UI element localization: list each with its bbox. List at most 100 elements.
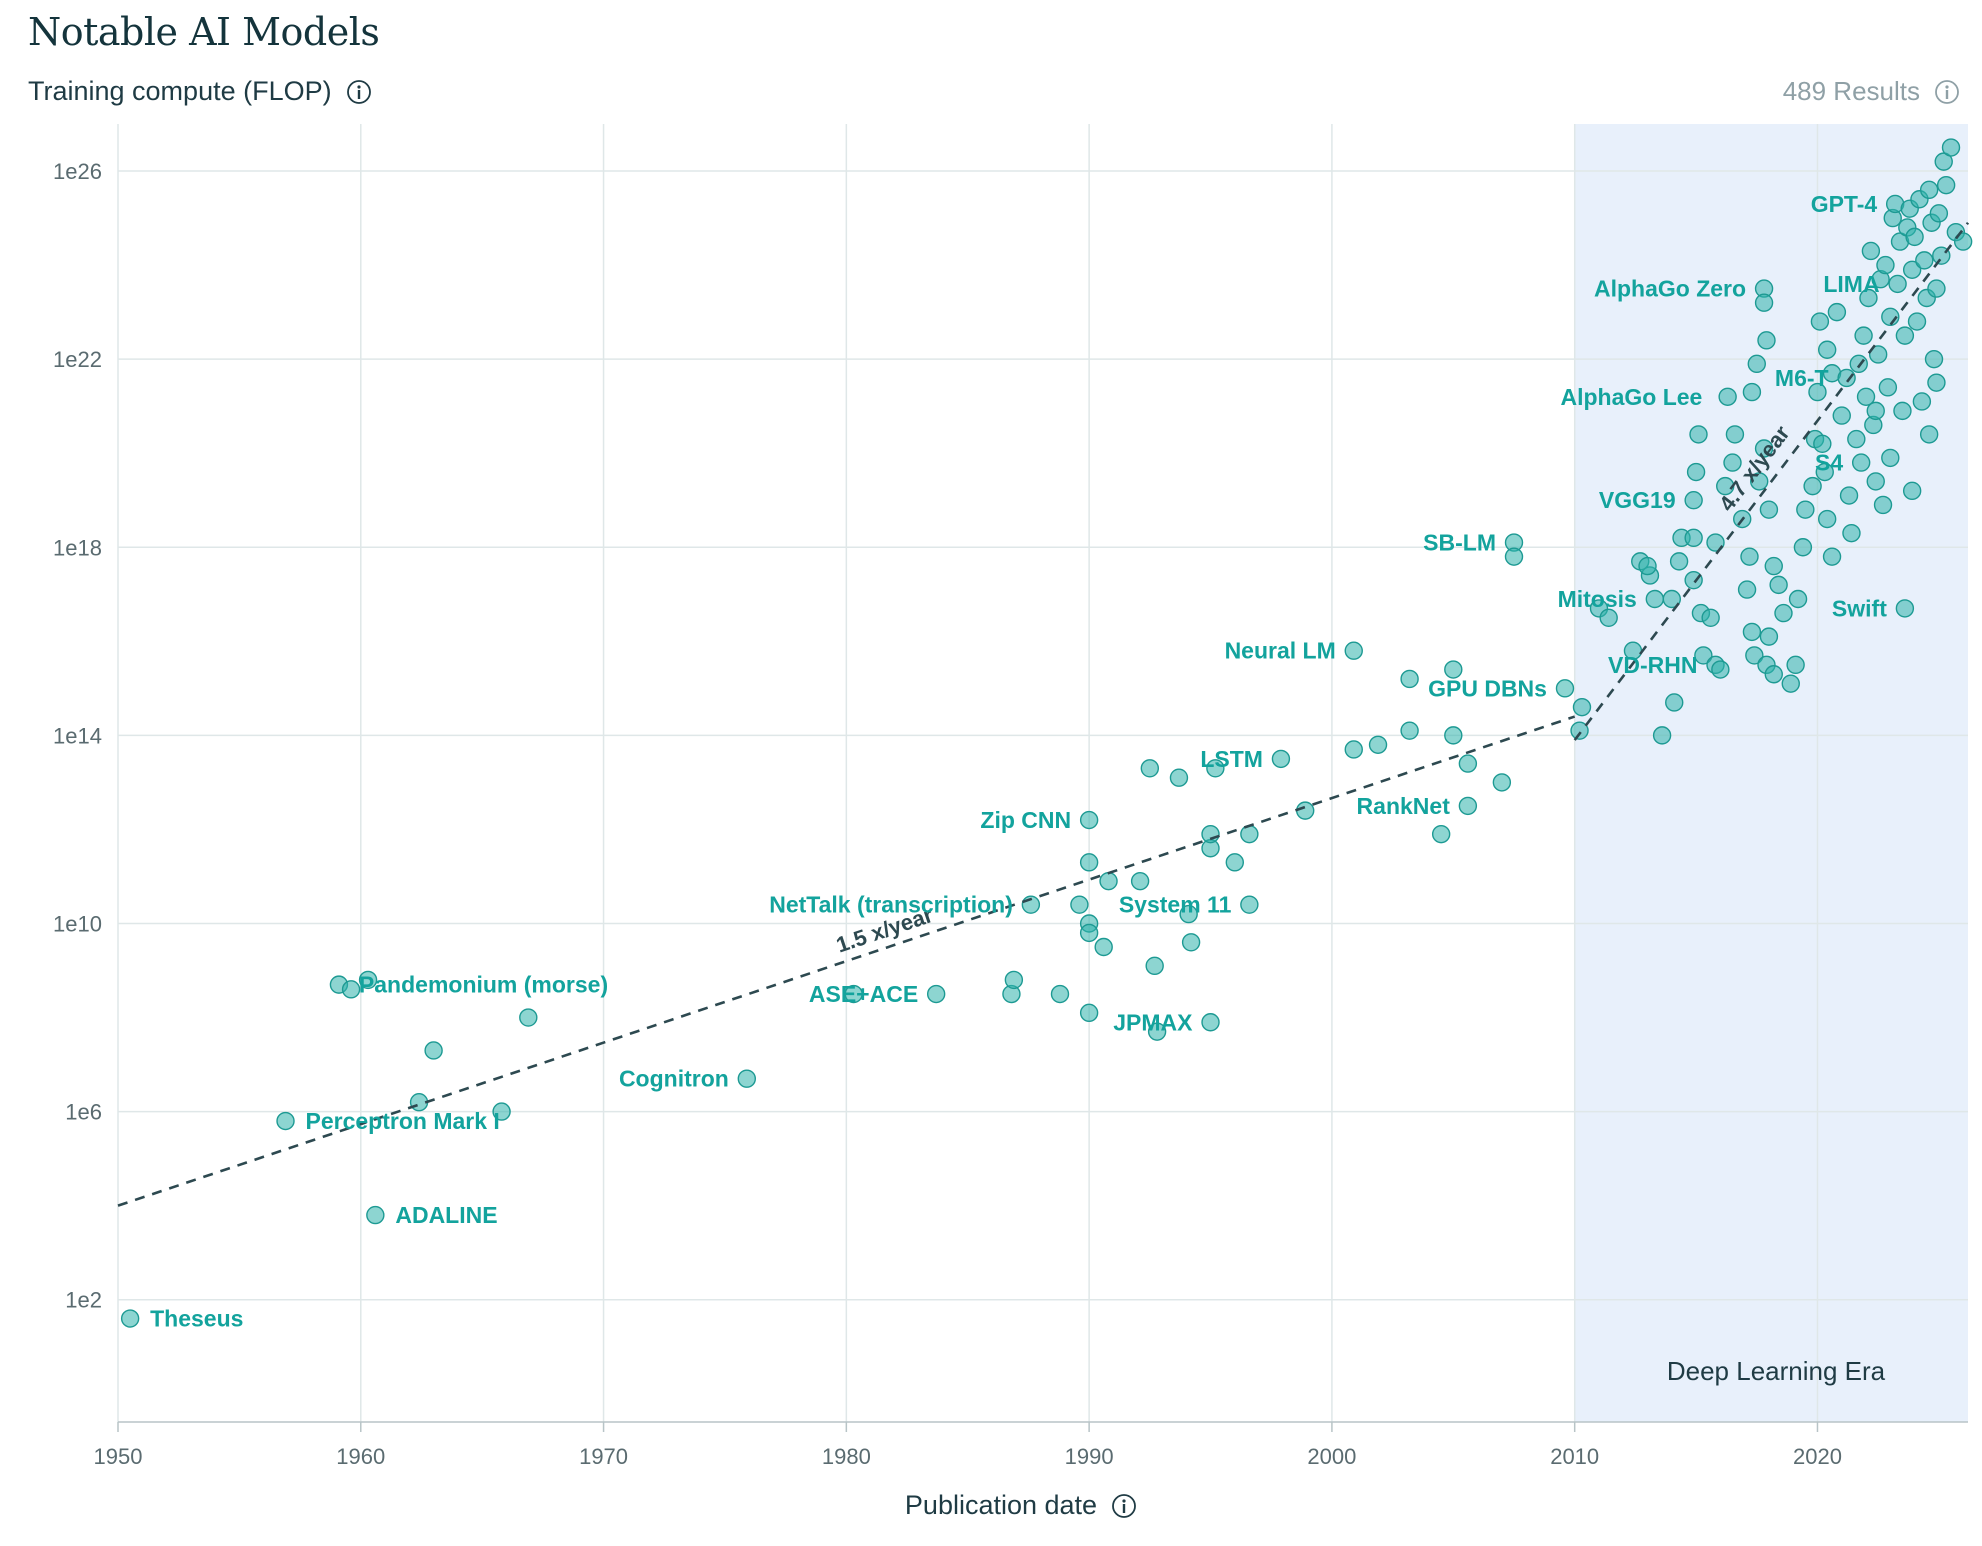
point-label: JPMAX [1113,1009,1193,1035]
data-point [1169,768,1189,787]
data-point [1851,453,1871,472]
data-point [341,980,361,999]
data-point [1572,697,1592,717]
x-tick-label: 1990 [1065,1444,1114,1469]
data-point [1866,401,1885,421]
data-point [1859,288,1878,308]
point-label: S4 [1815,450,1843,476]
x-axis-title: Publication date [0,1490,1982,1521]
data-point [1817,340,1837,359]
data-point [1854,326,1873,345]
data-point [1645,589,1665,609]
data-point [1808,382,1827,402]
data-point [1240,895,1259,914]
data-point [424,1041,443,1060]
point-label: Neural LM [1225,638,1336,664]
data-point [1774,603,1793,623]
y-tick-label: 1e22 [53,347,102,372]
data-point [1555,679,1575,698]
data-point [1861,241,1881,261]
data-point [1815,462,1834,482]
data-point [1745,646,1764,665]
x-tick-label: 2010 [1550,1444,1599,1469]
data-point [1953,232,1973,251]
point-label: Perceptron Mark I [306,1108,500,1134]
info-icon[interactable] [1111,1493,1137,1519]
trend-line [1573,221,1970,741]
data-point [1344,641,1363,660]
data-point [358,970,378,990]
data-point [1400,669,1419,689]
data-point [1740,547,1759,566]
data-point [1839,486,1859,505]
data-point [844,984,863,1004]
data-point [1742,622,1762,642]
data-point [1684,528,1703,548]
data-point [1754,439,1774,458]
data-point [1759,627,1779,646]
y-tick-label: 1e10 [53,911,102,936]
y-tick-label: 1e26 [53,159,102,184]
point-label: AlphaGo Zero [1594,276,1746,302]
x-axis-title-text: Publication date [904,1490,1098,1520]
y-axis-title: Training compute (FLOP) [28,76,372,107]
data-point [1070,895,1089,914]
data-point [276,1111,295,1131]
data-point [1803,476,1822,496]
data-point [1847,429,1866,449]
data-point [1599,608,1618,628]
data-point [1079,810,1099,830]
data-point [1927,279,1946,298]
data-point [1788,589,1808,609]
point-label: AlphaGo Lee [1561,384,1703,410]
point-label: Pandemonium (morse) [359,972,608,998]
data-point [1866,472,1885,491]
data-point [1757,331,1776,350]
data-point [1694,646,1713,665]
point-label: ADALINE [395,1202,497,1228]
data-point [1813,434,1832,453]
data-point [1271,749,1291,769]
data-point [1895,599,1915,618]
info-icon[interactable] [346,79,372,105]
data-point [1764,665,1783,684]
info-icon[interactable] [1934,79,1960,105]
data-point [1868,345,1888,364]
point-label: VD-RHN [1608,652,1697,678]
data-point [1431,824,1451,844]
data-point [1686,462,1706,482]
point-label: GPT-4 [1811,191,1878,217]
data-point [1179,904,1198,924]
data-point [1689,425,1708,444]
point-label: System 11 [1119,892,1232,918]
data-point [1747,354,1766,374]
data-point [1919,180,1939,200]
data-point [1895,326,1915,345]
point-label: NetTalk (transcription) [769,892,1013,918]
data-point [1492,773,1512,792]
data-point [1822,547,1842,566]
data-point [1927,373,1946,392]
data-point [1669,552,1689,571]
data-point [1759,500,1779,519]
data-point [1742,382,1762,402]
data-point [1737,580,1757,599]
point-label: SB-LM [1423,530,1496,556]
data-point [1810,312,1830,331]
data-point [1711,660,1730,679]
x-tick-label: 2000 [1307,1444,1356,1469]
data-point [737,1069,757,1088]
data-point [1817,509,1837,529]
data-point [1079,1003,1099,1023]
data-point [1924,349,1944,369]
y-tick-label: 1e6 [65,1100,102,1125]
data-point [1716,476,1735,496]
data-point [1201,1013,1220,1032]
data-point [1652,726,1672,745]
data-point [1876,255,1895,275]
y-axis-title-text: Training compute (FLOP) [28,76,332,106]
data-point [1878,378,1898,397]
data-point [1793,538,1813,557]
data-point [1915,251,1934,270]
point-label: VGG19 [1599,487,1676,513]
